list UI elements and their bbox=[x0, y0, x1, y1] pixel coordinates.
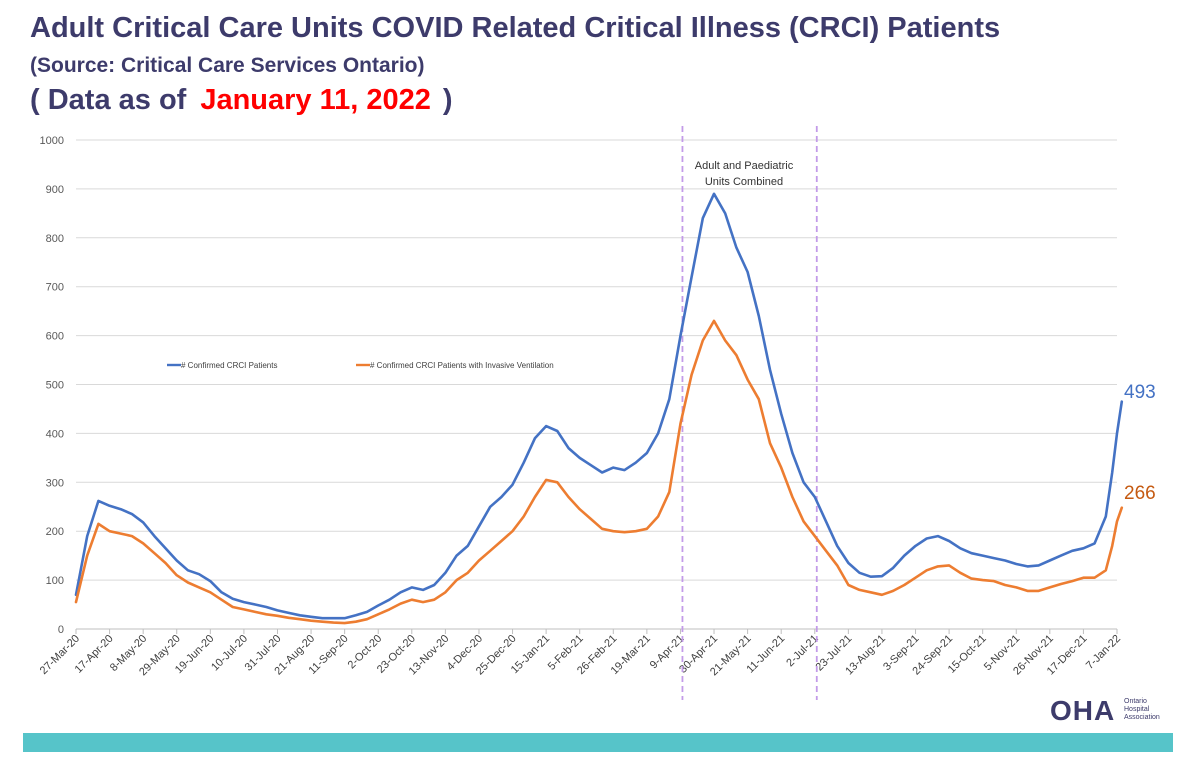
footer-bar bbox=[23, 733, 1173, 752]
page-title: Adult Critical Care Units COVID Related … bbox=[30, 12, 1001, 44]
source-label: (Source: Critical Care Services Ontario) bbox=[30, 54, 425, 77]
end-label-confirmed: 493 bbox=[1124, 382, 1156, 403]
y-tick-label: 400 bbox=[46, 428, 64, 440]
logo-sub-line1: Ontario bbox=[1124, 698, 1147, 705]
logo-text: OHA bbox=[1050, 695, 1116, 726]
y-tick-label: 600 bbox=[46, 331, 64, 343]
asof-suffix: ) bbox=[442, 84, 453, 116]
y-tick-label: 800 bbox=[46, 233, 64, 245]
logo-subtext: Ontario Hospital Association bbox=[1124, 698, 1160, 722]
y-tick-label: 300 bbox=[46, 477, 64, 489]
end-label-ventilated: 266 bbox=[1124, 483, 1156, 504]
oha-logo: OHA Ontario Hospital Association bbox=[1050, 696, 1180, 726]
y-tick-label: 200 bbox=[46, 526, 64, 538]
x-axis: 27-Mar-2017-Apr-208-May-2029-May-2019-Ju… bbox=[38, 629, 1123, 678]
y-axis: 0 100 200 300 400 500 600 700 800 900 1000 bbox=[40, 135, 64, 636]
data-as-of: ( Data as of January 11, 2022) bbox=[30, 84, 453, 117]
y-tick-label: 1000 bbox=[40, 135, 64, 147]
annotation-line1: Adult and Paediatric bbox=[695, 160, 794, 172]
asof-date: January 11, 2022 bbox=[200, 84, 431, 116]
divider-lines bbox=[681, 126, 818, 700]
annotation-line2: Units Combined bbox=[705, 176, 783, 188]
asof-prefix: ( Data as of bbox=[30, 84, 187, 116]
y-tick-label: 100 bbox=[46, 575, 64, 587]
y-tick-label: 500 bbox=[46, 380, 64, 392]
logo-sub-line3: Association bbox=[1124, 714, 1160, 721]
grid-lines bbox=[76, 139, 1117, 630]
y-tick-label: 900 bbox=[46, 184, 64, 196]
series-lines bbox=[74, 192, 1124, 625]
y-tick-label: 700 bbox=[46, 282, 64, 294]
y-tick-label: 0 bbox=[58, 624, 64, 636]
legend-label-0: # Confirmed CRCI Patients bbox=[181, 361, 277, 370]
legend: # Confirmed CRCI Patients # Confirmed CRC… bbox=[167, 361, 554, 370]
logo-sub-line2: Hospital bbox=[1124, 706, 1150, 713]
series-line-1 bbox=[74, 319, 1124, 625]
x-tick-label: 7-Jan-22 bbox=[1084, 633, 1123, 672]
legend-label-1: # Confirmed CRCI Patients with Invasive … bbox=[370, 361, 554, 370]
series-line-0 bbox=[74, 192, 1124, 620]
